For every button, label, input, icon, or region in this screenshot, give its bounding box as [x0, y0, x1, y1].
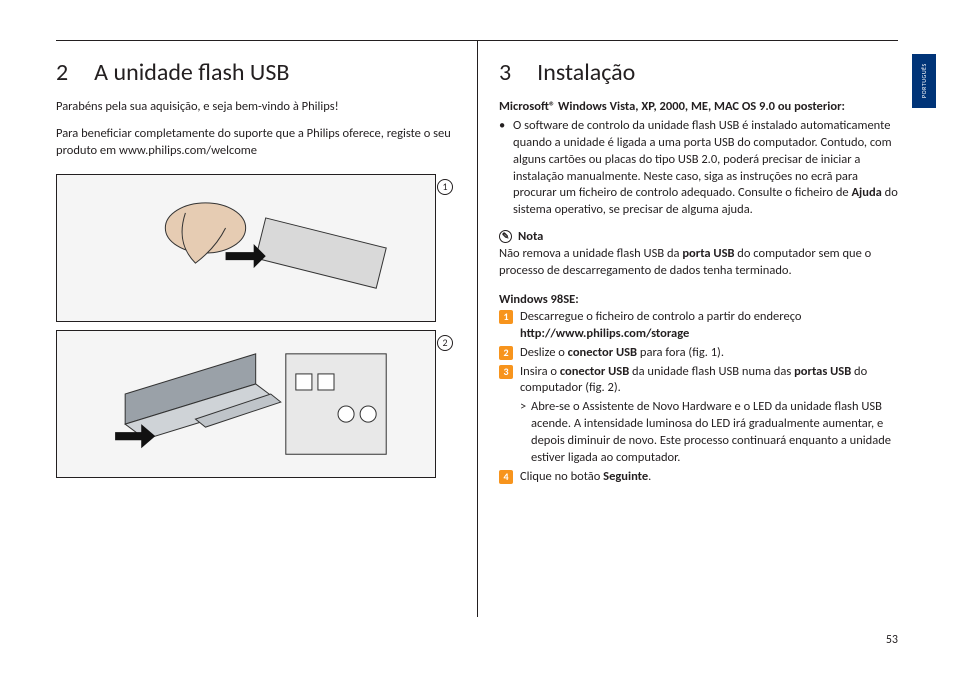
step-text: Clique no botão Seguinte.: [520, 469, 898, 486]
figure-1: 1: [56, 174, 436, 322]
step-3-substep: Abre-se o Assistente de Novo Hardware e …: [499, 399, 898, 467]
step-badge: 3: [499, 365, 513, 379]
note-heading: ✎ Nota: [499, 229, 898, 244]
intro-para-1: Parabéns pela sua aquisição, e seja bem-…: [56, 99, 455, 116]
step-badge: 2: [499, 346, 513, 360]
step-text: Descarregue o ficheiro de controlo a par…: [520, 309, 898, 343]
step-4: 4 Clique no botão Seguinte.: [499, 469, 898, 486]
column-divider: [477, 40, 478, 617]
section-2-heading: 2 A unidade flash USB: [56, 58, 455, 87]
left-column: 2 A unidade flash USB Parabéns pela sua …: [56, 58, 477, 488]
language-tab: PORTUGUÊS: [912, 54, 936, 108]
step-text: Insira o conector USB da unidade flash U…: [520, 364, 898, 398]
section-number: 2: [56, 58, 68, 87]
bullet-text: O software de controlo da unidade flash …: [513, 118, 898, 219]
section-3-heading: 3 Instalação: [499, 58, 898, 87]
intro-para-2: Para beneficiar completamente do suporte…: [56, 126, 455, 160]
note-label: Nota: [518, 229, 543, 244]
note-text: Não remova a unidade flash USB da porta …: [499, 246, 898, 280]
figure-1-image: [57, 175, 435, 321]
step-2: 2 Deslize o conector USB para fora (fig.…: [499, 345, 898, 362]
figure-2-badge: 2: [437, 335, 453, 351]
figure-1-badge: 1: [437, 179, 453, 195]
page-number: 53: [886, 633, 898, 647]
step-badge: 1: [499, 310, 513, 324]
bullet-dot: •: [499, 118, 513, 219]
step-badge: 4: [499, 470, 513, 484]
step-text: Deslize o conector USB para fora (fig. 1…: [520, 345, 898, 362]
os-heading: Microsoft® Windows Vista, XP, 2000, ME, …: [499, 99, 898, 116]
right-column: 3 Instalação Microsoft® Windows Vista, X…: [477, 58, 898, 488]
step-1: 1 Descarregue o ficheiro de controlo a p…: [499, 309, 898, 343]
step-3: 3 Insira o conector USB da unidade flash…: [499, 364, 898, 398]
section-number: 3: [499, 58, 511, 87]
bullet-item: • O software de controlo da unidade flas…: [499, 118, 898, 219]
section-title: Instalação: [537, 58, 635, 87]
section-title: A unidade flash USB: [94, 58, 289, 87]
note-icon: ✎: [499, 230, 512, 243]
manual-page: PORTUGUÊS 2 A unidade flash USB Parabéns…: [0, 0, 954, 675]
win98-heading: Windows 98SE:: [499, 292, 898, 307]
figure-2-image: [57, 331, 435, 477]
figure-2: 2: [56, 330, 436, 478]
